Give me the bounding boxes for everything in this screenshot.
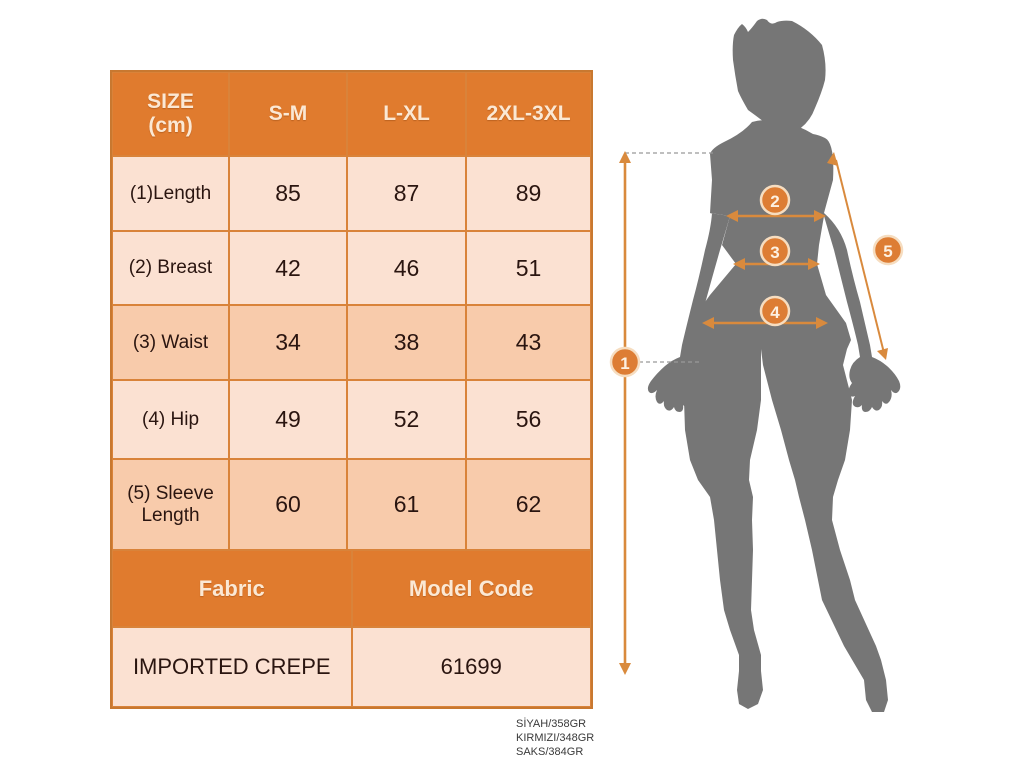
svg-text:1: 1 bbox=[620, 354, 629, 373]
svg-text:3: 3 bbox=[770, 243, 779, 262]
svg-text:2: 2 bbox=[770, 192, 779, 211]
svg-text:4: 4 bbox=[770, 303, 780, 322]
svg-text:5: 5 bbox=[883, 242, 892, 261]
